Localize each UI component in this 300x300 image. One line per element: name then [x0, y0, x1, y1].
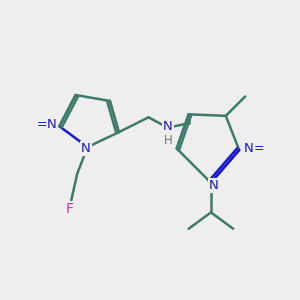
- Text: F: F: [66, 202, 74, 216]
- Text: H: H: [164, 134, 173, 147]
- Text: N: N: [209, 179, 219, 192]
- Text: N: N: [244, 142, 254, 155]
- Text: =: =: [254, 142, 265, 155]
- Text: =: =: [37, 118, 47, 131]
- Text: N: N: [81, 142, 91, 155]
- Text: N: N: [163, 120, 173, 133]
- Text: N: N: [47, 118, 57, 131]
